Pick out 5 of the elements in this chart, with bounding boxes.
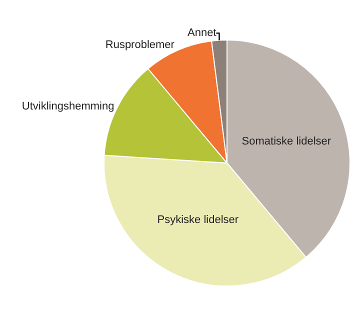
slice-label: Rusproblemer: [105, 39, 175, 52]
slice-label: Annet: [188, 27, 216, 40]
slice-label: Utviklingshemming: [22, 100, 114, 112]
slice-label: Psykiske lidelser: [157, 214, 239, 226]
slice-label: Somatiske lidelser: [242, 135, 332, 148]
